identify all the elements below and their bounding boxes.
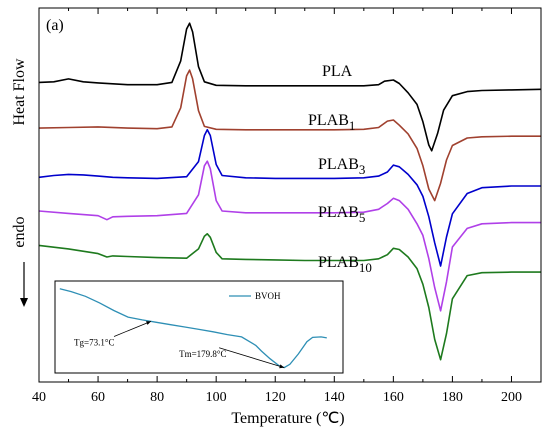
inset-legend-label: BVOH	[255, 291, 281, 301]
annotation-arrow	[113, 320, 152, 337]
annotation-arrowhead	[146, 321, 151, 325]
plot-layer: PLA PLAB1 PLAB3 PLAB5 PLAB10	[38, 22, 542, 361]
annotation-arrow	[219, 347, 285, 369]
series-label: PLAB1	[308, 112, 355, 133]
x-tick-label: 80	[150, 390, 164, 405]
series-label: PLAB5	[318, 204, 365, 225]
axis-layer: 40 60 80 100 120 140 160 180 200	[32, 7, 542, 405]
series-line	[38, 69, 541, 202]
x-tick-label: 180	[442, 390, 463, 405]
x-tick-label: 120	[265, 390, 286, 405]
inset-panel: BVOH Tg=73.1°C Tm=179.8°C	[54, 280, 344, 374]
endo-arrow	[20, 262, 28, 307]
series-label: PLA	[322, 63, 353, 80]
series-line	[38, 233, 541, 361]
annotation-label: Tm=179.8°C	[179, 349, 226, 359]
series-line	[38, 160, 541, 312]
x-axis-title: Temperature (℃)	[231, 410, 344, 427]
x-tick-label: 100	[206, 390, 227, 405]
series-line	[38, 22, 542, 152]
plot-frame	[38, 7, 542, 383]
panel-label: (a)	[46, 17, 64, 34]
x-tick-label: 40	[32, 390, 46, 405]
x-tick-label: 140	[324, 390, 345, 405]
x-tick-label: 200	[501, 390, 522, 405]
series-label: PLAB3	[318, 156, 365, 177]
inset-frame	[54, 280, 344, 374]
inset-series-line	[59, 288, 327, 369]
series-line	[38, 128, 541, 267]
x-tick-label: 160	[383, 390, 404, 405]
y-axis-title: Heat Flow	[11, 58, 28, 126]
annotation-label: Tg=73.1°C	[74, 337, 114, 347]
series-label: PLAB10	[318, 254, 372, 275]
annotation-arrowhead	[279, 364, 285, 369]
endo-label: endo	[11, 216, 28, 247]
x-tick-label: 60	[91, 390, 105, 405]
